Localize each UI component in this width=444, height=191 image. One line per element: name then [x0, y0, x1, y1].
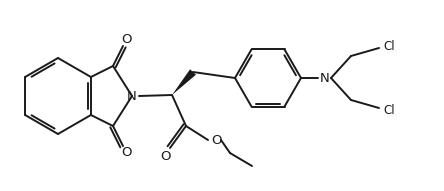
- Text: O: O: [121, 146, 131, 159]
- Polygon shape: [172, 69, 196, 95]
- Text: Cl: Cl: [383, 40, 395, 53]
- Text: O: O: [211, 134, 221, 147]
- Text: Cl: Cl: [383, 104, 395, 117]
- Text: N: N: [320, 71, 330, 84]
- Text: O: O: [160, 150, 170, 163]
- Text: O: O: [121, 32, 131, 45]
- Text: N: N: [127, 90, 137, 103]
